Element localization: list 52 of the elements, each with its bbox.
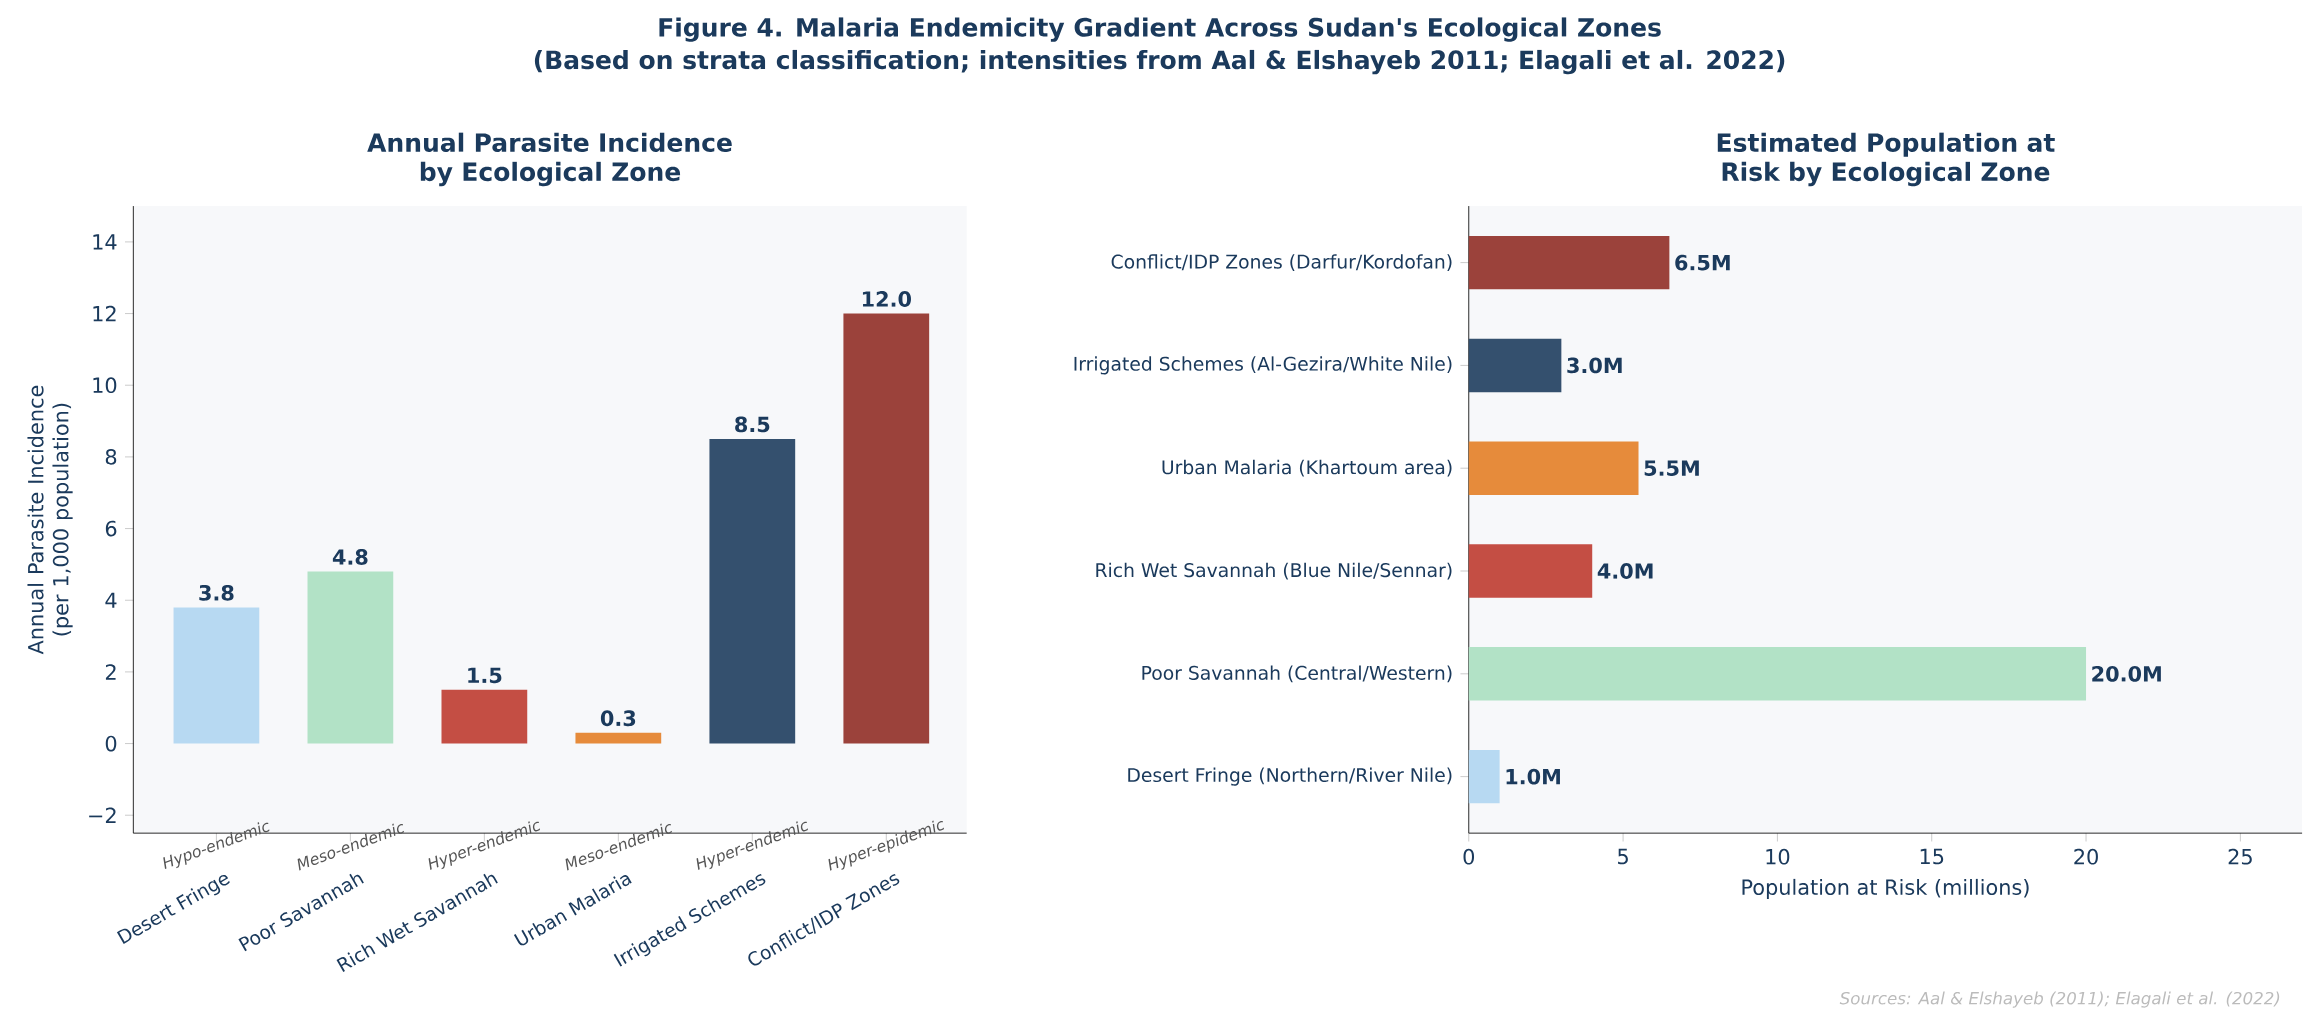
y-tick-label: 10 [93,377,117,394]
bar [441,689,528,744]
bar [307,571,394,744]
y-tick-label: Conflict/IDP Zones (Darfur/Kordofan) [1111,254,1452,271]
data-label: 4.0M [1597,563,1653,579]
x-tick-label: 5 [1618,848,1628,865]
data-label: 6.5M [1675,254,1730,271]
bar [843,313,930,744]
data-label: 3.8 [199,584,234,601]
bar [1468,749,1500,804]
y-tick-label: Urban Malaria (Khartoum area) [1162,459,1452,477]
bar [1468,544,1593,598]
chart-title: Annual Parasite Incidence by Ecological Zone [367,132,732,187]
x-tick-label: 10 [1766,848,1790,865]
source-note: Sources: Aal & Elshayeb (2011); Elagali et al. (2022) [1839,991,2280,1008]
bar [1468,441,1639,495]
data-label: 3.0M [1567,357,1622,374]
y-tick-label: 4 [105,592,117,608]
x-tick-label: 0 [1463,848,1475,865]
y-tick-label: Rich Wet Savannah (Blue Nile/Sennar) [1096,562,1452,580]
y-tick-label: 0 [105,735,117,752]
text: (Based on strata classification; intensities from Aal & Elshayeb 2011; Elagali et al. 2022) [534,49,1785,75]
y-tick-label: Poor Savannah (Central/Western) [1142,665,1452,683]
y-tick-label: 6 [105,520,117,537]
y-tick-label: 14 [93,234,117,250]
x-tick-label: 20 [2074,848,2098,865]
data-label: 8.5 [735,416,770,433]
bar [1468,235,1670,290]
bar [709,438,796,744]
x-axis-title: Population at Risk (millions) [1742,878,2029,900]
data-label: 0.3 [600,710,636,727]
data-label: 4.8 [332,549,368,565]
y-tick-label: −2 [89,807,116,823]
y-tick-label: 2 [105,664,116,680]
data-label: 5.5M [1644,460,1699,476]
y-tick-label: 8 [105,449,117,465]
y-tick-label: Irrigated Schemes (Al-Gezira/White Nile) [1074,356,1452,375]
chart-title: Estimated Population at Risk by Ecological Zone [1717,132,2055,187]
bar [1468,647,2087,701]
data-label: 1.0M [1506,768,1560,785]
bar [173,607,260,744]
bar [575,732,662,744]
data-label: 20.0M [2092,665,2161,682]
y-tick-label: 12 [93,305,116,322]
data-label: 12.0 [862,291,911,307]
y-tick-label: Desert Fringe (Northern/River Nile) [1128,767,1452,786]
x-tick-label: 15 [1920,848,1944,865]
data-label: 1.5 [468,667,502,684]
x-tick-label: 25 [2228,848,2252,865]
caption: Figure 4. Malaria Endemicity Gradient Across Sudan's Ecological Zones [659,17,1661,42]
y-axis-title: Annual Parasite Incidence (per 1,000 population) [27,385,73,655]
bar [1468,338,1562,393]
